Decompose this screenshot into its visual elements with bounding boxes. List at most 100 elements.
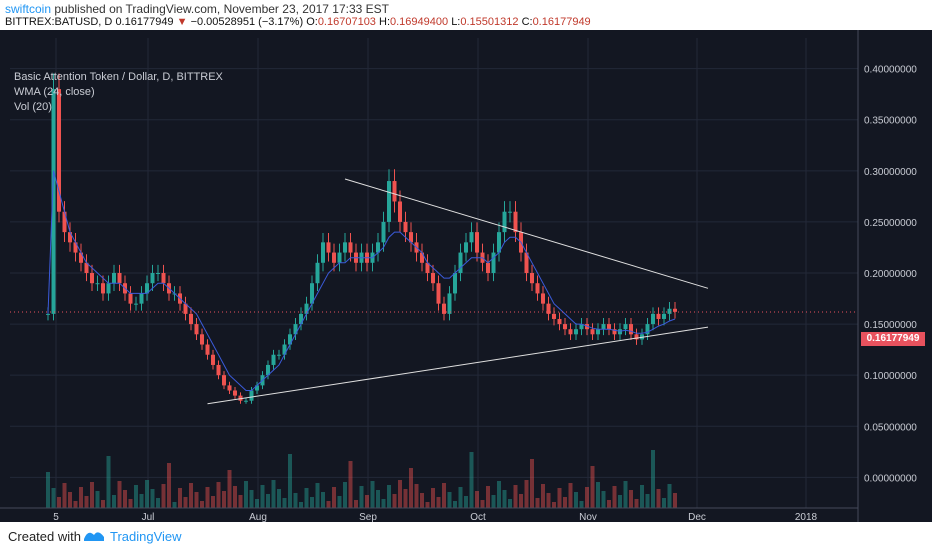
close-label: C:	[521, 16, 533, 28]
candle-body	[634, 334, 639, 340]
candle-body	[117, 273, 122, 284]
volume-bar	[315, 483, 320, 508]
volume-bar	[117, 481, 122, 508]
candle-body	[161, 273, 166, 284]
volume-bar	[112, 495, 116, 508]
volume-bar	[673, 493, 677, 508]
volume-bar	[458, 487, 463, 508]
volume-bar	[568, 483, 573, 508]
volume-bar	[337, 496, 342, 508]
volume-bar	[84, 496, 89, 508]
candle-body	[205, 344, 210, 355]
candle-body	[458, 252, 463, 273]
candle-body	[73, 242, 78, 253]
volume-bar	[106, 456, 111, 508]
published-text: published on TradingView.com, November 2…	[54, 2, 390, 16]
candle-body	[530, 273, 534, 284]
y-axis: 0.40000000 0.35000000 0.30000000 0.25000000…	[0, 30, 917, 522]
candle-body	[249, 390, 254, 401]
candle-body	[304, 303, 309, 314]
volume-bar	[282, 498, 287, 508]
volume-bar	[51, 488, 56, 508]
y-tick-label: 0.30000000	[864, 167, 917, 178]
volume-bar	[205, 487, 210, 508]
candle-body	[392, 181, 397, 202]
volume-bar	[370, 481, 375, 508]
candle-body	[321, 242, 325, 263]
candle-body	[442, 303, 446, 314]
volume-bar	[651, 450, 655, 508]
volume-bar	[95, 491, 100, 508]
volume-bar	[607, 500, 611, 508]
legend-wma: WMA (24, close)	[14, 86, 95, 98]
tradingview-logo-icon	[84, 532, 104, 541]
candle-body	[612, 329, 617, 335]
high-value: 0.16949400	[390, 16, 449, 28]
y-tick-label: 0.35000000	[864, 116, 917, 127]
volume-bar	[139, 494, 144, 508]
wma-line	[47, 170, 676, 391]
candle-body	[469, 232, 474, 243]
volume-bar	[46, 472, 50, 508]
candle-body	[381, 221, 386, 243]
volume-bar	[189, 483, 193, 508]
volume-bar	[667, 484, 672, 508]
candle-body	[596, 329, 600, 335]
volume-bar	[497, 481, 501, 508]
candle-body	[585, 324, 589, 330]
x-tick-label: Aug	[249, 512, 267, 522]
candle-body	[84, 262, 89, 273]
x-axis: 5 Jul Aug Sep Oct Nov Dec 2018	[53, 512, 817, 522]
y-tick-label: 0.00000000	[864, 473, 917, 484]
candle-body	[409, 232, 413, 243]
volume-bar	[409, 468, 413, 508]
volume-bar	[640, 485, 644, 508]
volume-bar	[101, 500, 105, 508]
candle-body	[62, 211, 67, 233]
volume-bar	[563, 497, 567, 508]
volume-bar	[403, 489, 408, 508]
volume-bar	[321, 492, 325, 508]
candle-body	[271, 354, 276, 365]
volume-bar	[464, 496, 468, 508]
candle-body	[211, 354, 215, 365]
publish-header: swiftcoin published on TradingView.com, …	[0, 0, 932, 30]
volume-bar	[557, 488, 562, 508]
candle-body	[535, 283, 540, 294]
candle-body	[656, 313, 661, 319]
volume-bar	[590, 466, 595, 508]
volume-bars	[46, 450, 677, 508]
volume-bar	[546, 493, 551, 508]
volume-bar	[585, 487, 589, 508]
candle-body	[200, 334, 204, 345]
y-tick-label: 0.25000000	[864, 218, 917, 229]
volume-bar	[618, 495, 622, 508]
volume-bar	[535, 498, 540, 508]
open-label: O:	[306, 16, 318, 28]
author-link[interactable]: swiftcoin	[5, 2, 52, 16]
candle-body	[293, 324, 298, 335]
volume-bar	[128, 499, 133, 508]
price-chart[interactable]: 0.40000000 0.35000000 0.30000000 0.25000000…	[0, 30, 932, 522]
volume-bar	[90, 482, 94, 508]
candle-body	[238, 395, 243, 401]
y-tick-label: 0.10000000	[864, 371, 917, 382]
candle-body	[310, 283, 314, 304]
volume-bar	[233, 486, 237, 508]
volume-bar	[62, 483, 67, 508]
volume-bar	[255, 499, 259, 508]
volume-bar	[579, 501, 584, 508]
volume-bar	[271, 480, 276, 508]
x-tick-label: Dec	[688, 512, 706, 522]
volume-bar	[436, 497, 441, 508]
candle-body	[112, 273, 116, 284]
candle-body	[348, 242, 353, 253]
candle-body	[183, 303, 188, 314]
candles	[46, 73, 677, 404]
chart-area[interactable]: 0.40000000 0.35000000 0.30000000 0.25000000…	[0, 30, 932, 522]
candle-body	[68, 232, 72, 243]
volume-bar	[244, 481, 248, 508]
volume-bar	[348, 461, 353, 508]
volume-bar	[249, 490, 254, 508]
tradingview-brand[interactable]: TradingView	[110, 529, 182, 544]
